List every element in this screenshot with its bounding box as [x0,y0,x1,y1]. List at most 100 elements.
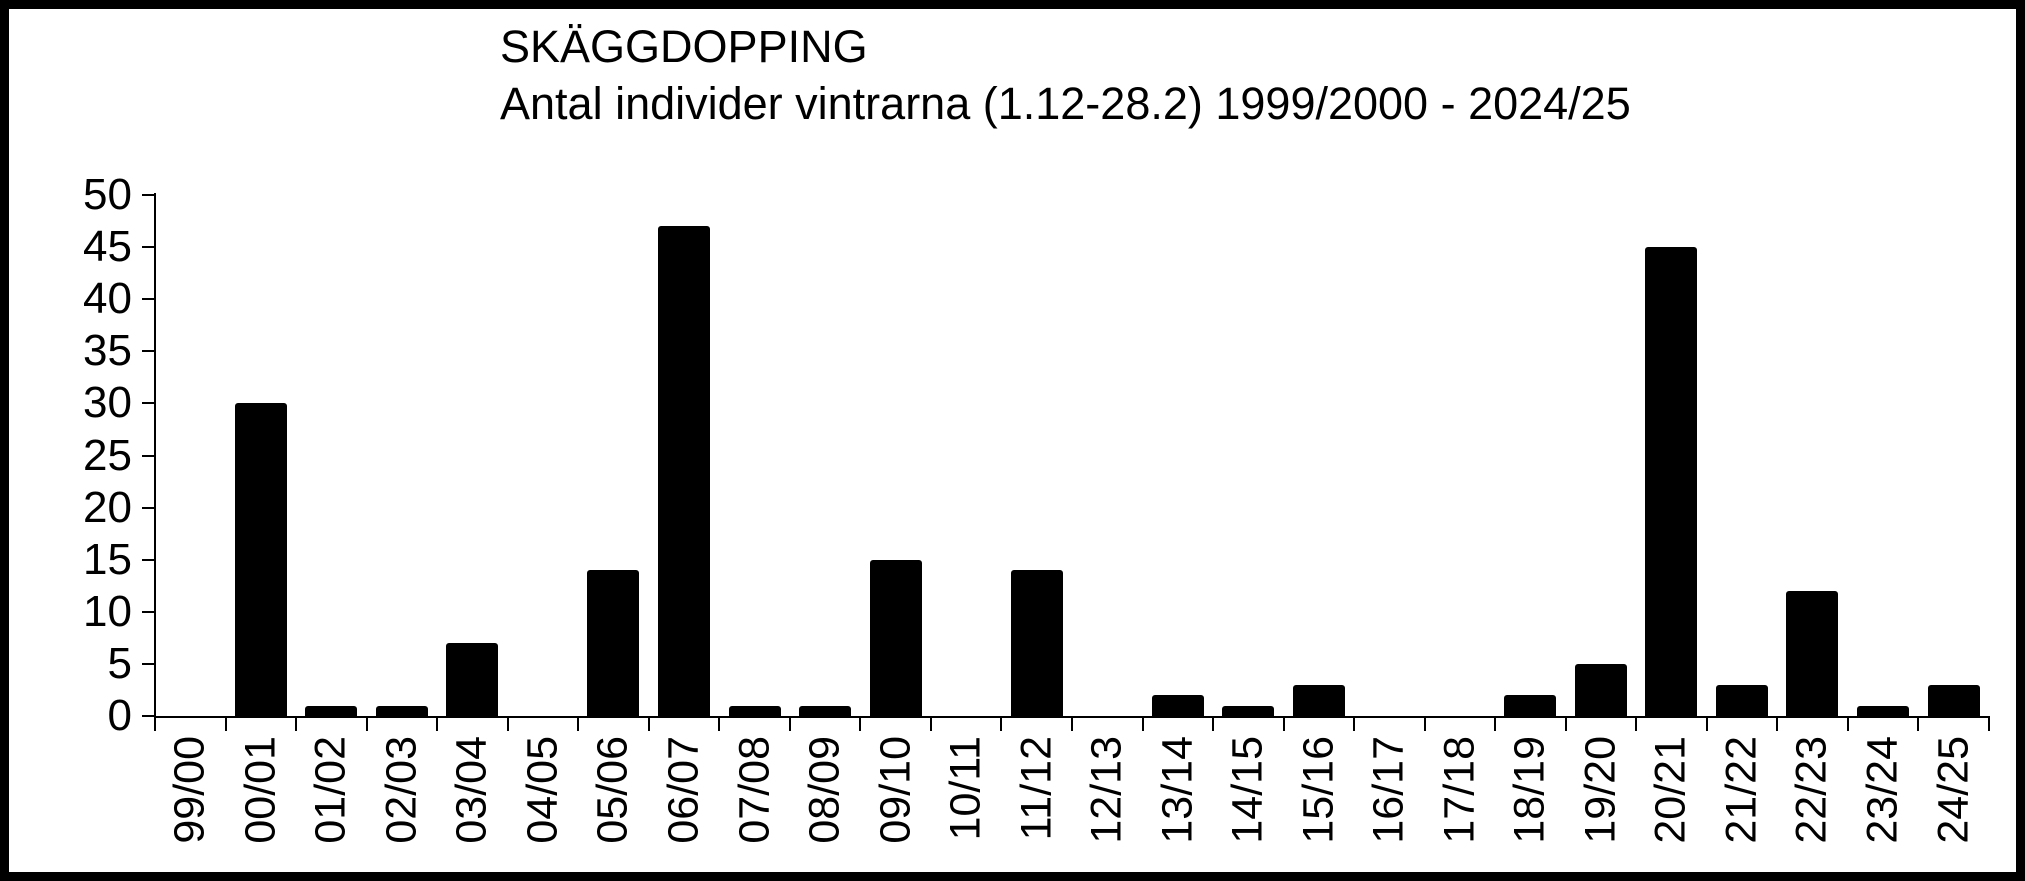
x-tick-label: 12/13 [1082,736,1131,844]
x-tick-label: 18/19 [1505,736,1554,844]
bar-slot-09-10: 09/10 [860,195,931,844]
bar-slot-99-00: 99/00 [155,195,226,844]
bar-05-06 [587,570,640,716]
x-tick-label: 16/17 [1364,736,1413,844]
bar-06-07 [657,226,710,716]
x-tick-mark [295,718,298,731]
x-tick-mark [1564,718,1567,731]
x-label-box: 24/25 [1918,716,1989,876]
bar-slot-18-19: 18/19 [1495,195,1566,844]
chart-subtitle: Antal individer vintrarna (1.12-28.2) 19… [500,78,1631,129]
bar-slot-12-13: 12/13 [1072,195,1143,844]
x-label-box: 14/15 [1213,716,1284,876]
bar-23-24 [1857,705,1910,716]
x-tick-label: 09/10 [871,736,920,844]
bar-15-16 [1292,684,1345,716]
x-label-box: 17/18 [1425,716,1496,876]
y-tick-label: 15 [83,534,132,584]
bar-slot-23-24: 23/24 [1848,195,1919,844]
y-tick-mark [142,662,155,665]
x-tick-label: 06/07 [659,736,708,844]
y-tick-mark [142,298,155,301]
y-tick-mark [142,402,155,405]
y-tick-mark [142,558,155,561]
x-tick-mark [1494,718,1497,731]
y-axis-line [154,193,156,718]
x-label-box: 21/22 [1707,716,1778,876]
x-tick-mark [1071,718,1073,731]
x-label-box: 02/03 [367,716,438,876]
y-tick-mark [142,610,155,613]
bar-19-20 [1574,663,1627,716]
x-tick-mark [1635,718,1638,731]
x-tick-mark [647,718,650,731]
bar-22-23 [1786,590,1839,716]
x-label-box: 15/16 [1284,716,1355,876]
x-tick-mark [859,718,862,731]
x-label-box: 07/08 [719,716,790,876]
bar-slot-05-06: 05/06 [578,195,649,844]
x-tick-label: 04/05 [518,736,567,844]
x-label-box: 10/11 [931,716,1002,876]
bar-21-22 [1715,684,1768,716]
bar-slot-02-03: 02/03 [367,195,438,844]
x-tick-mark [1776,718,1779,731]
chart-title-block: SKÄGGDOPPING Antal individer vintrarna (… [500,18,1631,132]
x-tick-label: 24/25 [1929,736,1978,844]
y-tick-label: 45 [83,222,132,272]
bar-08-09 [799,705,852,716]
chart-title: SKÄGGDOPPING [500,21,868,72]
x-label-box: 05/06 [578,716,649,876]
x-tick-mark [788,718,791,731]
x-tick-label: 03/04 [447,736,496,844]
y-tick-mark [142,194,155,196]
bar-slot-00-01: 00/01 [226,195,297,844]
y-tick-mark [142,454,155,457]
bar-01-02 [305,705,358,716]
x-tick-label: 99/00 [165,736,214,844]
bar-slot-17-18: 17/18 [1425,195,1496,844]
y-tick-label: 50 [83,170,132,219]
bar-02-03 [375,705,428,716]
x-label-box: 22/23 [1777,716,1848,876]
x-tick-label: 13/14 [1153,736,1202,844]
x-label-box: 08/09 [790,716,861,876]
bar-03-04 [446,643,499,716]
x-tick-label: 14/15 [1223,736,1272,844]
x-tick-mark [365,718,368,731]
x-tick-mark [506,718,509,731]
y-tick-mark [142,506,155,509]
x-tick-mark [1846,718,1849,731]
x-tick-label: 02/03 [377,736,426,844]
bar-24-25 [1927,684,1980,716]
x-tick-mark [929,718,932,731]
x-label-box: 16/17 [1354,716,1425,876]
bar-13-14 [1151,695,1204,716]
bar-09-10 [869,559,922,716]
x-label-box: 99/00 [155,716,226,876]
bar-slot-04-05: 04/05 [508,195,579,844]
bar-slot-20-21: 20/21 [1636,195,1707,844]
x-tick-label: 19/20 [1576,736,1625,844]
x-tick-label: 15/16 [1294,736,1343,844]
x-tick-mark [1000,718,1003,731]
x-label-box: 00/01 [226,716,297,876]
x-tick-label: 22/23 [1787,736,1836,844]
x-tick-mark [154,718,156,731]
bar-slot-22-23: 22/23 [1777,195,1848,844]
bar-slot-03-04: 03/04 [437,195,508,844]
bar-00-01 [234,403,287,716]
bar-20-21 [1645,247,1698,716]
y-tick-mark [142,246,155,249]
x-tick-mark [1917,718,1920,731]
x-label-box: 13/14 [1142,716,1213,876]
x-tick-label: 01/02 [306,736,355,844]
x-tick-label: 21/22 [1717,736,1766,844]
y-tick-label: 5 [107,638,132,688]
x-tick-mark [577,718,580,731]
x-tick-label: 23/24 [1858,736,1907,844]
x-label-box: 04/05 [508,716,579,876]
x-tick-mark [1988,718,1990,731]
